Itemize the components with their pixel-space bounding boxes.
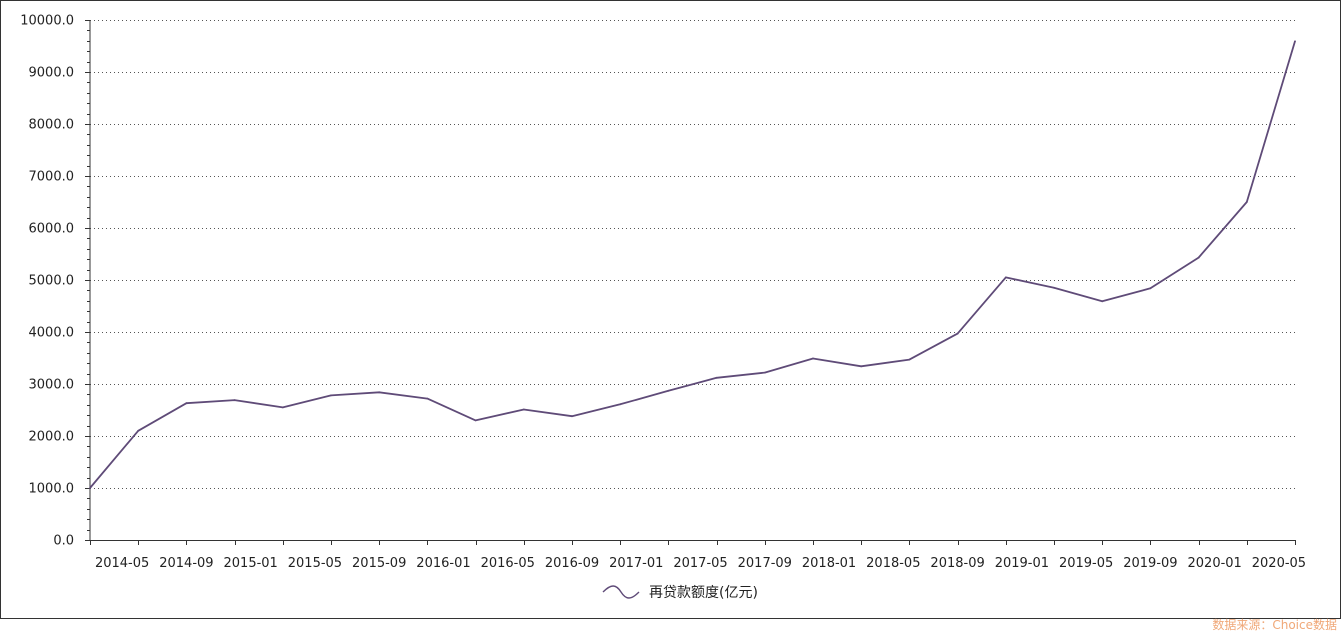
data-point [715, 376, 718, 379]
data-point [860, 365, 863, 368]
x-tick-label: 2016-09 [545, 556, 599, 571]
x-tick-label: 2015-05 [288, 556, 342, 571]
x-tick-label: 2014-05 [95, 556, 149, 571]
data-point [667, 389, 670, 392]
data-point [89, 487, 91, 489]
x-tick-label: 2020-05 [1252, 556, 1306, 571]
series-group [89, 40, 1296, 489]
x-tick-label: 2019-01 [995, 556, 1049, 571]
y-tick-label: 5000.0 [29, 274, 75, 289]
data-point [763, 371, 766, 374]
x-tick-label: 2017-09 [738, 556, 792, 571]
data-point [137, 429, 140, 432]
x-tick-label: 2014-09 [159, 556, 213, 571]
y-tick-label: 7000.0 [29, 170, 75, 185]
grid-lines [90, 20, 1295, 489]
x-tick-label: 2015-09 [352, 556, 406, 571]
x-tick-label: 2018-05 [866, 556, 920, 571]
series-line [89, 41, 1296, 489]
y-tick-label: 0.0 [53, 534, 74, 549]
y-tick-label: 1000.0 [29, 482, 75, 497]
data-point [1294, 40, 1296, 43]
x-tick-label: 2016-01 [416, 556, 470, 571]
x-axis: 2014-05 2014-09 2015-01 2015-05 2015-09 2016-… [90, 540, 1306, 571]
y-tick-label: 10000.0 [20, 14, 74, 29]
y-tick-label: 3000.0 [29, 378, 75, 393]
data-point [1149, 287, 1152, 290]
source-note: 数据来源：Choice数据 [1212, 618, 1337, 632]
x-tick-label: 2017-01 [609, 556, 663, 571]
data-point [426, 397, 429, 400]
x-tick-label: 2018-09 [930, 556, 984, 571]
y-tick-label: 2000.0 [29, 430, 75, 445]
x-tick-label: 2019-09 [1123, 556, 1177, 571]
x-tick-label: 2018-01 [802, 556, 856, 571]
data-point [185, 402, 188, 405]
x-tick-label: 2019-05 [1059, 556, 1113, 571]
x-tick-label: 2016-05 [481, 556, 535, 571]
x-tick-label: 2020-01 [1188, 556, 1242, 571]
data-point [619, 403, 622, 406]
data-point [908, 358, 911, 361]
data-point [1101, 300, 1104, 303]
y-tick-label: 9000.0 [29, 66, 75, 81]
legend-marker [602, 585, 640, 599]
data-point [522, 408, 525, 411]
data-point [1197, 256, 1200, 259]
x-tick-label: 2015-01 [224, 556, 278, 571]
legend-label: 再贷款额度(亿元) [649, 585, 758, 601]
data-point [330, 394, 332, 397]
data-point [956, 332, 959, 335]
x-tick-label: 2017-05 [673, 556, 727, 571]
legend[interactable]: 再贷款额度(亿元) [602, 585, 758, 601]
data-point [474, 419, 477, 422]
data-point [1053, 286, 1055, 289]
y-tick-label: 8000.0 [29, 118, 75, 133]
y-tick-label: 4000.0 [29, 326, 75, 341]
data-point [378, 391, 381, 394]
y-axis: 0.0 1000.0 2000.0 3000.0 4000.0 5000.0 6000.0 7… [20, 14, 91, 549]
data-point [571, 415, 573, 418]
data-point [812, 357, 814, 360]
chart-frame [0, 0, 1341, 619]
data-point [233, 399, 236, 401]
data-point [281, 406, 284, 409]
y-tick-label: 6000.0 [29, 222, 75, 237]
data-point [1004, 276, 1007, 279]
data-point [1245, 201, 1248, 203]
